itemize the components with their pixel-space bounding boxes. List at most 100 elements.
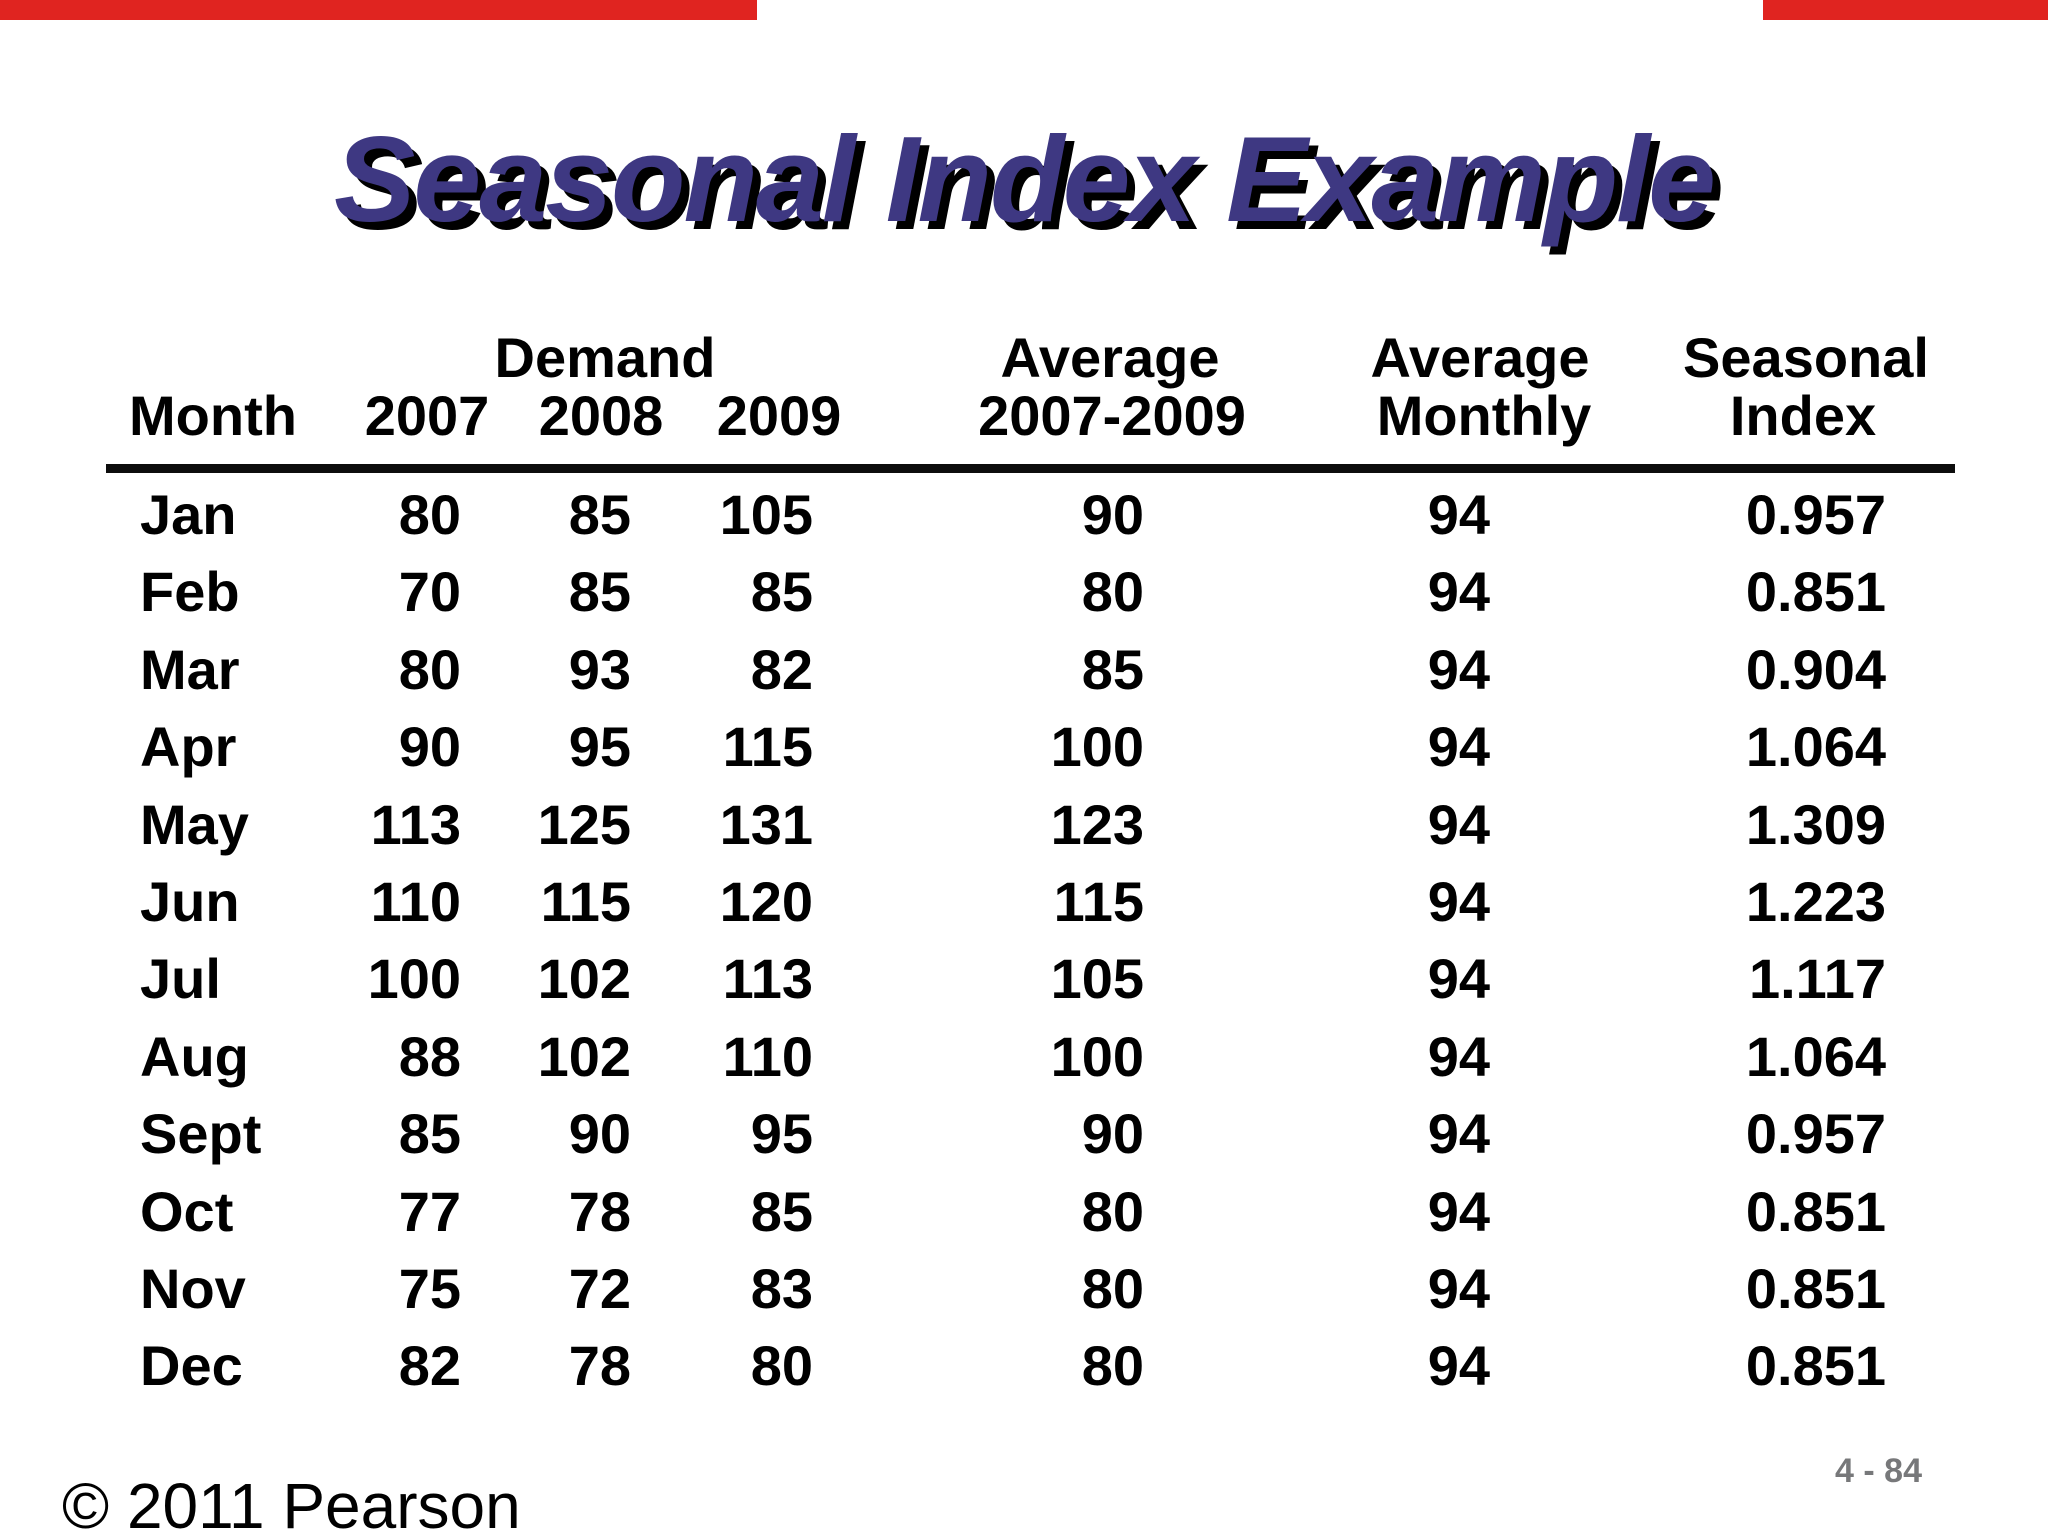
table-header-rule bbox=[106, 464, 1955, 473]
header-2008: 2008 bbox=[538, 384, 664, 447]
table-row: Jul 100 102 113 105 94 1.117 bbox=[106, 940, 1955, 1017]
demand-2007-cell: 113 bbox=[370, 792, 461, 856]
demand-2009-cell: 131 bbox=[719, 792, 813, 856]
demand-2009-cell: 110 bbox=[722, 1024, 813, 1088]
table-row: Oct 77 78 85 80 94 0.851 bbox=[106, 1173, 1955, 1250]
demand-2009-cell: 120 bbox=[719, 869, 813, 933]
seasonal-index-cell: 0.851 bbox=[1745, 1179, 1886, 1243]
average-cell: 85 bbox=[1081, 637, 1144, 701]
demand-2007-cell: 80 bbox=[398, 637, 461, 701]
demand-2007-cell: 80 bbox=[398, 483, 461, 546]
top-red-bar-left bbox=[0, 0, 757, 20]
header-avg-monthly-line2: Monthly bbox=[1376, 384, 1592, 447]
month-cell: Aug bbox=[140, 1024, 249, 1088]
month-cell: Sept bbox=[140, 1102, 262, 1166]
demand-2007-cell: 77 bbox=[398, 1179, 461, 1243]
demand-2009-cell: 85 bbox=[750, 1179, 813, 1243]
average-monthly-cell: 94 bbox=[1427, 1179, 1490, 1243]
header-month: Month bbox=[129, 384, 297, 447]
seasonal-index-cell: 0.957 bbox=[1745, 1102, 1886, 1166]
average-cell: 80 bbox=[1081, 560, 1144, 624]
demand-2008-cell: 90 bbox=[568, 1102, 631, 1166]
average-cell: 100 bbox=[1050, 715, 1144, 779]
demand-2009-cell: 115 bbox=[722, 715, 813, 779]
seasonal-index-cell: 1.117 bbox=[1748, 947, 1886, 1011]
seasonal-index-cell: 0.851 bbox=[1745, 1256, 1886, 1320]
demand-2007-cell: 110 bbox=[370, 869, 461, 933]
average-cell: 100 bbox=[1050, 1024, 1144, 1088]
table-row: Jan 80 85 105 90 94 0.957 bbox=[106, 476, 1955, 553]
average-monthly-cell: 94 bbox=[1427, 792, 1490, 856]
demand-2008-cell: 102 bbox=[537, 947, 631, 1011]
seasonal-index-cell: 0.851 bbox=[1745, 1334, 1886, 1398]
slide-number: 4 - 84 bbox=[1835, 1452, 1922, 1490]
average-monthly-cell: 94 bbox=[1427, 1256, 1490, 1320]
seasonal-index-cell: 0.904 bbox=[1745, 637, 1886, 701]
demand-2008-cell: 78 bbox=[568, 1334, 631, 1398]
demand-2009-cell: 82 bbox=[750, 637, 813, 701]
header-2009: 2009 bbox=[716, 384, 842, 447]
demand-2007-cell: 75 bbox=[398, 1256, 461, 1320]
average-cell: 105 bbox=[1050, 947, 1144, 1011]
demand-2008-cell: 85 bbox=[568, 560, 631, 624]
copyright-text: © 2011 Pearson bbox=[62, 1470, 521, 1536]
average-monthly-cell: 94 bbox=[1427, 947, 1490, 1011]
demand-2008-cell: 85 bbox=[568, 483, 631, 546]
table-row: Jun 110 115 120 115 94 1.223 bbox=[106, 863, 1955, 940]
demand-2007-cell: 90 bbox=[398, 715, 461, 779]
table-body: Jan 80 85 105 90 94 0.957 Feb 70 85 85 80 94 0.851 Mar… bbox=[106, 476, 1955, 1405]
demand-2007-cell: 70 bbox=[398, 560, 461, 624]
average-cell: 90 bbox=[1081, 483, 1144, 546]
demand-2009-cell: 85 bbox=[750, 560, 813, 624]
month-cell: Mar bbox=[140, 637, 240, 701]
month-cell: Dec bbox=[140, 1334, 243, 1398]
average-monthly-cell: 94 bbox=[1427, 1334, 1490, 1398]
header-average-line1: Average bbox=[1000, 326, 1220, 389]
demand-2008-cell: 102 bbox=[537, 1024, 631, 1088]
seasonal-index-cell: 1.064 bbox=[1745, 1024, 1886, 1088]
table-row: May 113 125 131 123 94 1.309 bbox=[106, 786, 1955, 863]
table-row: Dec 82 78 80 80 94 0.851 bbox=[106, 1327, 1955, 1404]
average-cell: 123 bbox=[1050, 792, 1144, 856]
demand-2009-cell: 113 bbox=[722, 947, 813, 1011]
month-cell: Jun bbox=[140, 869, 240, 933]
header-average-line2: 2007-2009 bbox=[978, 384, 1246, 447]
table-row: Apr 90 95 115 100 94 1.064 bbox=[106, 708, 1955, 785]
average-cell: 115 bbox=[1053, 869, 1144, 933]
seasonal-index-cell: 1.064 bbox=[1745, 715, 1886, 779]
average-cell: 80 bbox=[1081, 1334, 1144, 1398]
demand-2007-cell: 82 bbox=[398, 1334, 461, 1398]
demand-2008-cell: 93 bbox=[568, 637, 631, 701]
header-seasonal-line2: Index bbox=[1729, 384, 1877, 447]
seasonal-index-cell: 1.309 bbox=[1745, 792, 1886, 856]
demand-2008-cell: 115 bbox=[540, 869, 631, 933]
average-monthly-cell: 94 bbox=[1427, 637, 1490, 701]
average-monthly-cell: 94 bbox=[1427, 483, 1490, 546]
table-row: Nov 75 72 83 80 94 0.851 bbox=[106, 1250, 1955, 1327]
top-red-bar-right bbox=[1763, 0, 2048, 20]
demand-2009-cell: 83 bbox=[750, 1256, 813, 1320]
month-cell: Apr bbox=[140, 715, 237, 779]
demand-2008-cell: 125 bbox=[537, 792, 631, 856]
demand-2009-cell: 80 bbox=[750, 1334, 813, 1398]
month-cell: Feb bbox=[140, 560, 240, 624]
seasonal-index-cell: 0.851 bbox=[1745, 560, 1886, 624]
average-monthly-cell: 94 bbox=[1427, 715, 1490, 779]
average-monthly-cell: 94 bbox=[1427, 1024, 1490, 1088]
month-cell: Jul bbox=[140, 947, 221, 1011]
month-cell: Nov bbox=[140, 1256, 246, 1320]
demand-2008-cell: 78 bbox=[568, 1179, 631, 1243]
demand-2009-cell: 95 bbox=[750, 1102, 813, 1166]
table-row: Feb 70 85 85 80 94 0.851 bbox=[106, 553, 1955, 630]
demand-2007-cell: 88 bbox=[398, 1024, 461, 1088]
seasonal-index-cell: 0.957 bbox=[1745, 483, 1886, 546]
page-title: Seasonal Index Example bbox=[334, 111, 1716, 247]
demand-2008-cell: 95 bbox=[568, 715, 631, 779]
table-row: Sept 85 90 95 90 94 0.957 bbox=[106, 1095, 1955, 1172]
header-avg-monthly-line1: Average bbox=[1370, 326, 1590, 389]
header-2007: 2007 bbox=[364, 384, 490, 447]
seasonal-index-cell: 1.223 bbox=[1745, 869, 1886, 933]
demand-2007-cell: 100 bbox=[367, 947, 461, 1011]
average-monthly-cell: 94 bbox=[1427, 1102, 1490, 1166]
